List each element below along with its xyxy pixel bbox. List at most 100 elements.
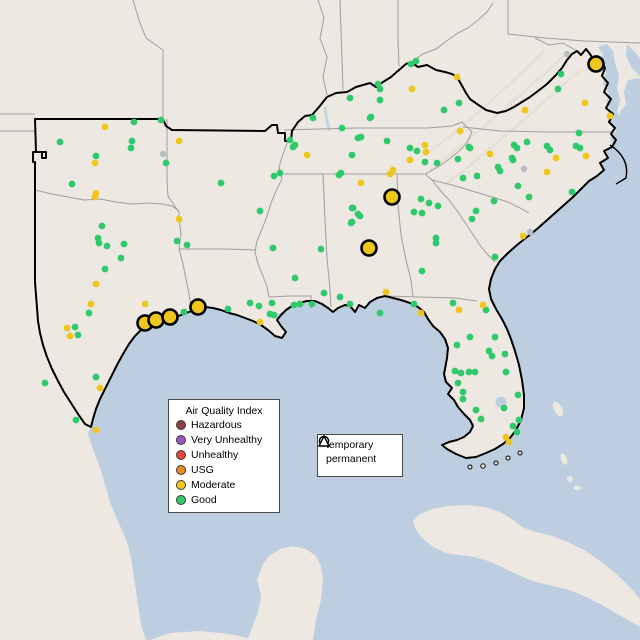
station-dot-moderate[interactable] [256,318,264,326]
station-dot-good[interactable] [477,415,485,423]
station-dot-good[interactable] [92,373,100,381]
station-dot-good[interactable] [348,151,356,159]
station-dot-moderate-temporary[interactable] [383,188,401,206]
station-dot-good[interactable] [425,199,433,207]
station-dot-good[interactable] [449,299,457,307]
station-dot-good[interactable] [457,369,465,377]
station-dot-good[interactable] [472,207,480,215]
station-dot-good[interactable] [502,368,510,376]
station-dot-good[interactable] [338,124,346,132]
station-dot-moderate[interactable] [408,85,416,93]
station-dot-good[interactable] [117,254,125,262]
station-dot-moderate[interactable] [417,309,425,317]
station-dot-good[interactable] [246,299,254,307]
station-dot-good[interactable] [346,300,354,308]
station-dot-good[interactable] [183,241,191,249]
station-dot-good[interactable] [224,305,232,313]
station-dot-good[interactable] [523,138,531,146]
station-dot-good[interactable] [459,174,467,182]
station-dot-good[interactable] [320,289,328,297]
station-dot-good[interactable] [256,207,264,215]
station-dot-moderate[interactable] [175,137,183,145]
station-dot-good[interactable] [465,143,473,151]
station-dot-good[interactable] [173,237,181,245]
station-dot-good[interactable] [309,114,317,122]
station-dot-good[interactable] [513,144,521,152]
station-dot-good[interactable] [337,169,345,177]
station-dot-moderate[interactable] [96,384,104,392]
station-dot-good[interactable] [440,106,448,114]
station-dot-good[interactable] [413,147,421,155]
station-dot-good[interactable] [546,146,554,154]
station-dot-good[interactable] [348,218,356,226]
station-dot-good[interactable] [376,85,384,93]
station-dot-good[interactable] [454,379,462,387]
station-dot-good[interactable] [514,391,522,399]
station-dot-good[interactable] [270,172,278,180]
station-dot-good[interactable] [514,182,522,190]
station-dot-good[interactable] [473,172,481,180]
station-dot-moderate[interactable] [455,306,463,314]
station-dot-good[interactable] [120,240,128,248]
station-dot-good[interactable] [270,311,278,319]
station-dot-good[interactable] [286,136,294,144]
station-dot-good[interactable] [376,96,384,104]
station-dot-good[interactable] [496,167,504,175]
station-dot-good[interactable] [268,299,276,307]
station-dot-moderate[interactable] [91,159,99,167]
station-dot-good[interactable] [56,138,64,146]
station-dot-good[interactable] [466,333,474,341]
station-dot-moderate[interactable] [422,148,430,156]
station-dot-moderate[interactable] [92,426,100,434]
station-dot-good[interactable] [412,57,420,65]
station-dot-good[interactable] [509,422,517,430]
station-dot-good[interactable] [459,388,467,396]
station-dot-good[interactable] [290,301,298,309]
station-dot-good[interactable] [357,133,365,141]
station-dot-good[interactable] [291,274,299,282]
station-dot-good[interactable] [418,209,426,217]
station-dot-moderate-temporary[interactable] [587,55,605,73]
station-dot-good[interactable] [468,215,476,223]
station-dot-good[interactable] [485,347,493,355]
station-dot-good[interactable] [296,300,304,308]
station-dot-good[interactable] [85,309,93,317]
station-dot-good[interactable] [421,158,429,166]
station-dot-moderate[interactable] [389,166,397,174]
station-dot-good[interactable] [500,404,508,412]
station-dot-moderate[interactable] [406,156,414,164]
station-dot-good[interactable] [418,267,426,275]
station-dot-good[interactable] [72,416,80,424]
station-dot-good[interactable] [317,245,325,253]
station-dot-moderate[interactable] [87,300,95,308]
station-dot-moderate[interactable] [175,215,183,223]
station-dot-good[interactable] [501,350,509,358]
station-dot-good[interactable] [103,242,111,250]
station-dot-good[interactable] [130,118,138,126]
station-dot-good[interactable] [383,137,391,145]
station-dot-moderate[interactable] [382,288,390,296]
station-dot-moderate[interactable] [486,150,494,158]
station-dot-moderate-temporary[interactable] [360,239,378,257]
station-dot-good[interactable] [269,244,277,252]
station-dot-good[interactable] [525,193,533,201]
station-dot-moderate[interactable] [141,300,149,308]
station-dot-good[interactable] [157,116,165,124]
station-dot-good[interactable] [276,169,284,177]
station-dot-good[interactable] [407,60,415,68]
station-dot-good[interactable] [513,428,521,436]
station-dot-moderate[interactable] [421,141,429,149]
station-dot-good[interactable] [433,159,441,167]
station-dot-moderate[interactable] [552,154,560,162]
station-dot-moderate[interactable] [456,127,464,135]
station-dot-good[interactable] [432,234,440,242]
station-dot-moderate[interactable] [582,152,590,160]
station-dot-good[interactable] [255,302,263,310]
station-dot-good[interactable] [454,155,462,163]
station-dot-good[interactable] [308,300,316,308]
station-dot-good[interactable] [471,368,479,376]
station-dot-good[interactable] [491,253,499,261]
station-dot-good[interactable] [568,188,576,196]
station-dot-moderate[interactable] [101,123,109,131]
station-dot-good[interactable] [417,195,425,203]
